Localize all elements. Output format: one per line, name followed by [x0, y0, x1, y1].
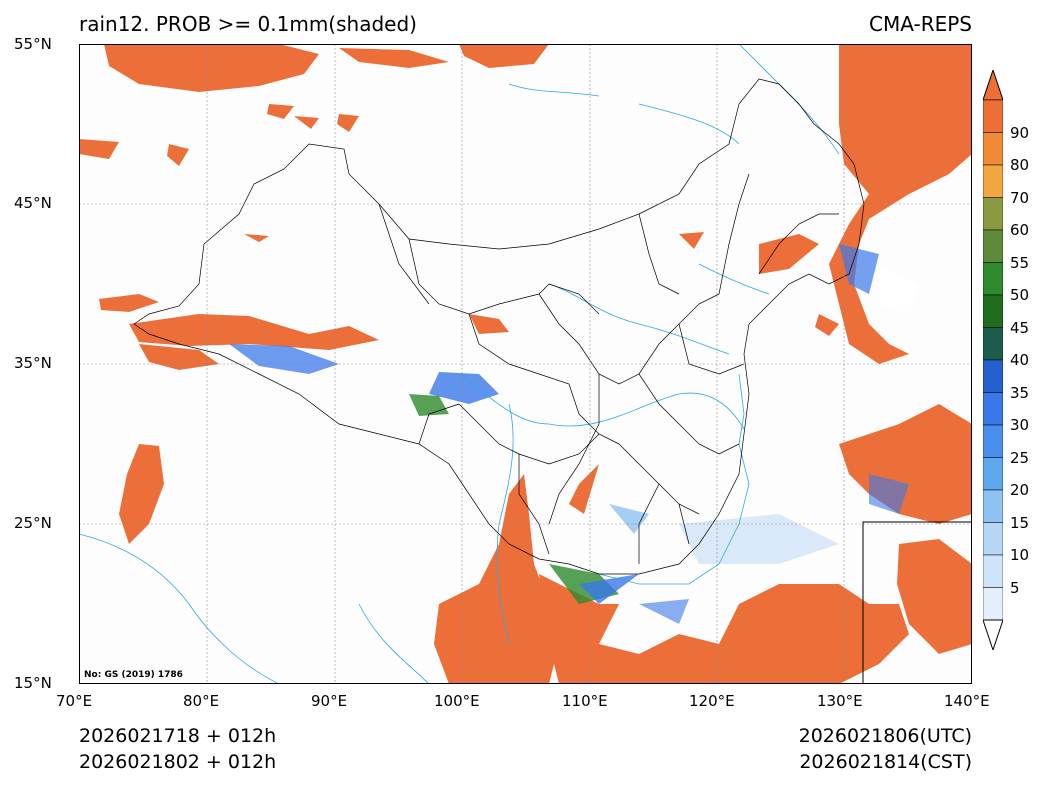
- model-name: CMA-REPS: [869, 12, 972, 36]
- lat-label-15: 15°N: [14, 674, 52, 692]
- colorbar-segment: [983, 424, 1003, 458]
- colorbar-tick-label: 35: [1010, 383, 1030, 402]
- map-frame: [79, 44, 972, 684]
- lat-label-35: 35°N: [14, 354, 52, 372]
- lat-label-55: 55°N: [14, 35, 52, 53]
- graticule: [79, 44, 972, 684]
- colorbar-tick-label: 20: [1010, 481, 1030, 499]
- lon-label-70: 70°E: [56, 692, 93, 710]
- colorbar-segment: [983, 457, 1003, 491]
- colorbar-segment: [983, 522, 1003, 556]
- precipitation-probability-map: [79, 44, 972, 684]
- lat-label-45: 45°N: [14, 194, 52, 212]
- colorbar-segment: [983, 587, 1003, 621]
- colorbar: [983, 70, 1003, 650]
- init-time-utc: 2026021718 + 012h: [79, 725, 277, 747]
- colorbar-under-triangle: [983, 619, 1003, 650]
- colorbar-segment: [983, 392, 1003, 426]
- colorbar-tick-label: 80: [1010, 156, 1030, 174]
- colorbar-tick-label: 5: [1010, 578, 1020, 597]
- map-title: rain12. PROB >= 0.1mm(shaded): [79, 12, 417, 36]
- colorbar-tick-label: 10: [1010, 546, 1030, 564]
- lon-label-100: 100°E: [434, 692, 480, 710]
- colorbar-tick-label: 70: [1010, 188, 1030, 207]
- colorbar-tick-label: 55: [1010, 253, 1030, 272]
- valid-time-utc: 2026021806(UTC): [798, 725, 972, 747]
- init-time-cst: 2026021802 + 012h: [79, 751, 277, 773]
- colorbar-tick-label: 60: [1010, 221, 1030, 239]
- colorbar-tick-label: 30: [1010, 416, 1030, 434]
- colorbar-tick-label: 45: [1010, 318, 1030, 337]
- lat-label-25: 25°N: [14, 514, 52, 532]
- inset-box: [862, 521, 972, 684]
- colorbar-tick-label: 40: [1010, 351, 1030, 369]
- colorbar-tick-label: 50: [1010, 286, 1030, 304]
- valid-time-cst: 2026021814(CST): [799, 751, 972, 773]
- colorbar-tick-label: 90: [1010, 123, 1030, 142]
- map-approval-note: No: GS (2019) 1786: [84, 670, 183, 680]
- colorbar-segment: [983, 554, 1003, 588]
- colorbar-segment: [983, 294, 1003, 328]
- colorbar-segment: [983, 489, 1003, 523]
- colorbar-tick-label: 15: [1010, 513, 1030, 532]
- lon-label-120: 120°E: [689, 692, 735, 710]
- colorbar-segment: [983, 229, 1003, 263]
- colorbar-segment: [983, 164, 1003, 198]
- colorbar-over-triangle: [983, 70, 1003, 101]
- colorbar-segment: [983, 197, 1003, 231]
- colorbar-segment: [983, 327, 1003, 361]
- colorbar-segment: [983, 359, 1003, 393]
- lon-label-90: 90°E: [311, 692, 348, 710]
- china-province-borders: [133, 78, 865, 575]
- rivers-and-coastlines: [79, 44, 840, 684]
- colorbar-tick-label: 25: [1010, 448, 1030, 467]
- colorbar-segment: [983, 99, 1003, 133]
- lon-label-140: 140°E: [944, 692, 990, 710]
- lon-label-130: 130°E: [817, 692, 863, 710]
- colorbar-segment: [983, 132, 1003, 166]
- lon-label-80: 80°E: [183, 692, 220, 710]
- lon-label-110: 110°E: [562, 692, 608, 710]
- rain-probability-shading: [79, 44, 972, 684]
- colorbar-segment: [983, 262, 1003, 296]
